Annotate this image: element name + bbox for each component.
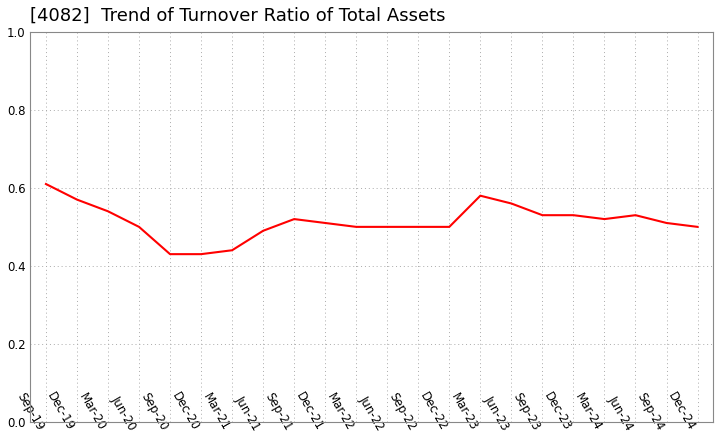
Text: [4082]  Trend of Turnover Ratio of Total Assets: [4082] Trend of Turnover Ratio of Total …	[30, 7, 446, 25]
